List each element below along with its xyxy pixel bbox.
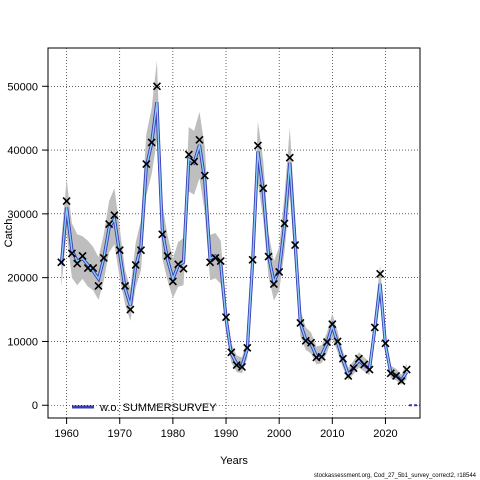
observed-point <box>158 230 167 239</box>
legend-label: w.o. SUMMERSURVEY <box>99 402 217 414</box>
observed-point <box>115 246 124 255</box>
y-tick-label: 40000 <box>7 145 38 157</box>
observed-point <box>328 320 337 329</box>
source-footer: stockassessment.org, Cod_27_5b1_survey_c… <box>314 473 477 479</box>
observed-point <box>57 258 66 267</box>
observed-point <box>349 364 358 373</box>
observed-point <box>322 338 332 347</box>
observed-point <box>264 252 273 261</box>
observed-point <box>200 171 209 180</box>
observed-point <box>179 264 188 273</box>
observed-point <box>296 318 305 328</box>
observed-point <box>333 337 342 346</box>
observed-point <box>370 323 379 332</box>
observed-point <box>190 157 199 166</box>
y-tick-label: 10000 <box>7 336 38 348</box>
observed-point <box>237 362 247 372</box>
x-tick-label: 1960 <box>54 428 78 440</box>
observed-point <box>89 264 98 273</box>
observed-point <box>168 277 177 286</box>
x-axis: 1960 1970 1980 1990 2000 2010 2020 <box>54 418 398 440</box>
observed-point <box>163 251 172 261</box>
observed-point <box>120 281 130 291</box>
observed-point <box>142 160 151 169</box>
observed-point <box>253 141 262 150</box>
legend: w.o. SUMMERSURVEY <box>72 402 217 414</box>
observed-point <box>232 360 241 370</box>
x-tick-label: 2000 <box>267 428 291 440</box>
observed-point <box>243 343 252 352</box>
observed-point <box>259 184 268 193</box>
observed-points <box>57 82 411 386</box>
observed-point <box>221 313 231 322</box>
observed-point <box>78 251 87 261</box>
observed-point <box>397 376 406 386</box>
x-tick-label: 1980 <box>161 428 185 440</box>
y-tick-label: 50000 <box>7 81 38 93</box>
observed-point <box>291 241 300 250</box>
observed-point <box>152 82 162 91</box>
y-axis-title: Catch <box>3 219 15 248</box>
observed-point <box>147 138 156 147</box>
observed-point <box>376 269 385 278</box>
observed-point <box>195 135 204 144</box>
x-tick-label: 1970 <box>108 428 132 440</box>
observed-point <box>317 352 326 361</box>
observed-point <box>381 339 390 348</box>
observed-point <box>110 211 119 220</box>
observed-point <box>306 338 316 347</box>
y-axis: 0 10000 20000 30000 40000 50000 <box>7 81 48 412</box>
fitted-line-inner <box>60 102 408 382</box>
observed-point <box>248 255 257 264</box>
observed-point <box>386 369 395 378</box>
observed-point <box>216 257 225 266</box>
observed-point <box>280 219 289 228</box>
observed-point <box>105 220 114 229</box>
x-tick-label: 2020 <box>373 428 397 440</box>
observed-point <box>94 281 103 291</box>
observed-point <box>301 336 310 345</box>
grid-lines <box>48 48 420 418</box>
observed-point <box>184 150 193 159</box>
observed-point <box>285 153 294 162</box>
x-axis-title: Years <box>220 455 248 467</box>
observed-point <box>402 365 411 374</box>
observed-point <box>344 371 353 380</box>
plot-frame <box>47 47 421 419</box>
y-tick-label: 0 <box>32 400 38 412</box>
observed-point <box>136 246 146 255</box>
x-tick-label: 2010 <box>320 428 344 440</box>
observed-point <box>338 354 348 363</box>
y-tick-label: 30000 <box>7 209 38 221</box>
observed-point <box>99 253 108 262</box>
observed-point <box>227 348 236 357</box>
observed-point <box>67 249 76 258</box>
observed-point <box>275 267 284 276</box>
observed-point <box>365 365 374 374</box>
y-tick-label: 20000 <box>7 273 38 285</box>
observed-point <box>131 260 140 269</box>
observed-point <box>73 259 82 268</box>
confidence-band <box>61 60 407 385</box>
x-tick-label: 1990 <box>214 428 238 440</box>
observed-point <box>269 279 278 289</box>
observed-point <box>126 305 135 314</box>
observed-point <box>211 253 220 262</box>
observed-point <box>62 197 71 206</box>
